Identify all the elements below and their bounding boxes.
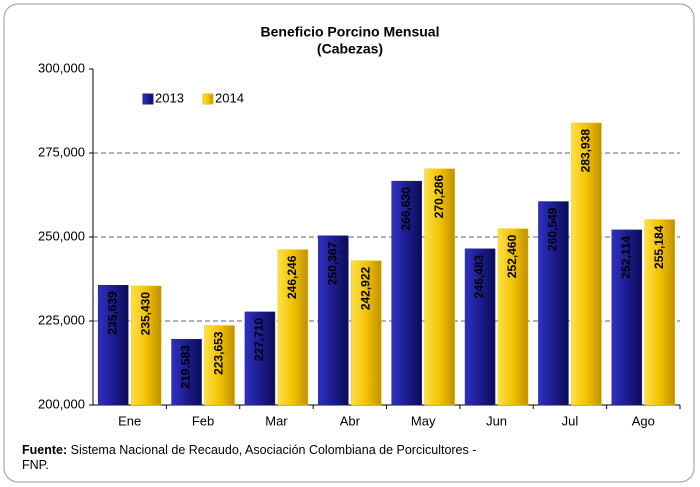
x-tick-label: Ago [632,413,655,428]
x-tick-label: Abr [340,413,361,428]
bar [644,219,676,406]
bar [391,180,422,406]
bar [351,260,382,406]
chart-subtitle: (Cabezas) [317,41,383,57]
legend-swatch [142,93,154,105]
value-label: 246,483 [472,255,486,299]
bar [204,325,235,406]
value-label: 266,630 [399,187,413,231]
bar [171,338,202,406]
chart-title: Beneficio Porcino Mensual [261,24,440,40]
y-tick-label: 250,000 [38,228,85,243]
value-label: 252,114 [619,236,633,279]
bar [97,285,129,406]
value-label: 227,710 [252,318,266,362]
bar [611,229,643,406]
bar [464,248,496,406]
x-tick-label: Jul [562,413,579,428]
value-label: 235,639 [105,291,119,335]
y-tick-label: 275,000 [38,144,85,159]
legend-label: 2014 [215,90,244,105]
x-tick-label: Mar [265,413,288,428]
value-label: 246,246 [285,255,299,299]
legend-swatch [202,93,214,105]
bar [318,235,349,406]
bar [277,249,309,406]
x-tick-label: May [411,413,436,428]
value-label: 255,184 [652,225,666,269]
y-tick-label: 200,000 [38,396,85,411]
value-label: 235,430 [138,292,152,336]
x-tick-label: Ene [118,413,141,428]
value-label: 270,286 [432,175,446,219]
bar [130,285,162,406]
x-tick-label: Feb [192,413,214,428]
value-label: 250,367 [325,241,339,285]
value-label: 242,922 [358,266,372,310]
bar [244,311,276,406]
source-label: Fuente: [22,443,68,457]
y-tick-label: 300,000 [38,60,85,75]
value-label: 283,938 [579,129,593,173]
y-tick-label: 225,000 [38,312,85,327]
bar [424,168,455,406]
bar [571,122,602,406]
value-label: 260,549 [546,207,560,251]
value-label: 219,583 [179,345,193,389]
value-label: 223,653 [212,331,226,375]
bar [497,228,529,406]
x-tick-label: Jun [486,413,507,428]
value-label: 252,460 [505,234,519,278]
source-text: Sistema Nacional de Recaudo, Asociación … [22,443,477,472]
legend-label: 2013 [155,90,184,105]
bar [538,201,569,406]
source: Fuente: Sistema Nacional de Recaudo, Aso… [22,443,502,473]
